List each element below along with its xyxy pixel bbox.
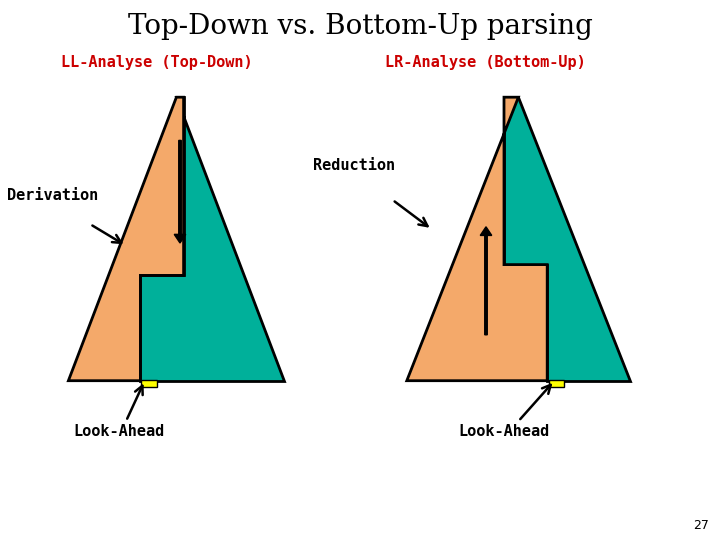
Text: LR-Analyse (Bottom-Up): LR-Analyse (Bottom-Up) [385,55,586,70]
Polygon shape [68,97,184,381]
Polygon shape [140,97,284,381]
FancyArrow shape [174,140,186,243]
Text: Look-Ahead: Look-Ahead [73,424,164,439]
Bar [141,380,157,387]
Text: Reduction: Reduction [313,158,395,173]
Polygon shape [504,97,630,381]
Bar [549,380,564,387]
Text: LL-Analyse (Top-Down): LL-Analyse (Top-Down) [61,55,253,70]
Text: 27: 27 [693,519,709,532]
Polygon shape [407,97,547,381]
Text: Derivation: Derivation [7,187,99,202]
Text: Top-Down vs. Bottom-Up parsing: Top-Down vs. Bottom-Up parsing [127,14,593,40]
Text: Look-Ahead: Look-Ahead [459,424,549,439]
FancyArrow shape [480,227,492,335]
